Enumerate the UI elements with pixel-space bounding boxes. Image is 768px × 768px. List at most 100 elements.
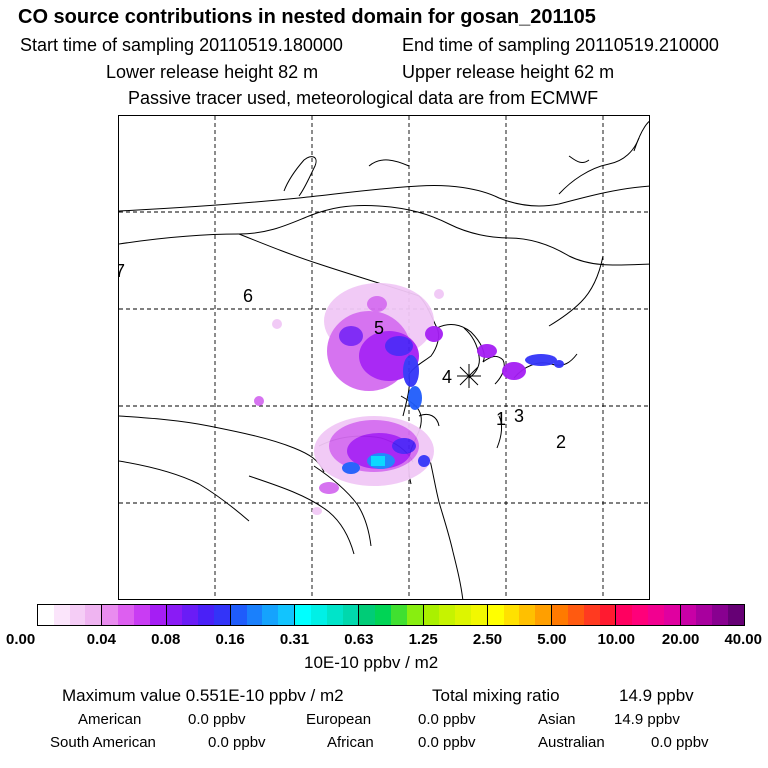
- colorbar-swatch: [326, 605, 343, 625]
- colorbar-segment: [166, 605, 231, 625]
- region-name-african: African: [327, 734, 374, 751]
- colorbar-tick-label: 40.00: [724, 631, 762, 648]
- region-value-european: 0.0 ppbv: [418, 711, 476, 728]
- colorbar-tick-label: 0.31: [279, 631, 310, 648]
- colorbar-swatch: [182, 605, 199, 625]
- colorbar-swatch: [519, 605, 536, 625]
- colorbar-swatch: [230, 605, 247, 625]
- colorbar-segment: [38, 605, 103, 625]
- region-label-5: 5: [374, 318, 385, 338]
- lower-release-text: Lower release height 82 m: [106, 62, 319, 82]
- region-value-australian: 0.0 ppbv: [651, 734, 709, 751]
- colorbar-swatch: [439, 605, 456, 625]
- colorbar-segment: [552, 605, 617, 625]
- colorbar-tick-label: 2.50: [472, 631, 503, 648]
- map-panel: 1 2 3 4 5 6 7: [118, 115, 650, 600]
- region-label-4: 4: [442, 367, 453, 387]
- tracer-note-text: Passive tracer used, meteorological data…: [128, 88, 599, 108]
- colorbar-swatch: [487, 605, 504, 625]
- colorbar-swatch: [663, 605, 680, 625]
- max-value-text: Maximum value 0.551E-10 ppbv / m2: [62, 686, 344, 705]
- colorbar-swatch: [712, 605, 729, 625]
- colorbar-swatch: [728, 605, 744, 625]
- upper-release-text: Upper release height 62 m: [402, 62, 615, 82]
- colorbar-swatch: [680, 605, 697, 625]
- colorbar-swatch: [616, 605, 633, 625]
- colorbar-swatch: [632, 605, 649, 625]
- region-name-european: European: [306, 711, 372, 728]
- colorbar-swatch: [535, 605, 552, 625]
- colorbar-swatch: [552, 605, 568, 625]
- map-canvas: [119, 116, 649, 599]
- colorbar-swatch: [696, 605, 713, 625]
- region-value-american: 0.0 ppbv: [188, 711, 246, 728]
- total-mixing-label: Total mixing ratio: [432, 686, 560, 705]
- colorbar-tick-label: 0.08: [151, 631, 181, 648]
- colorbar-segment: [616, 605, 681, 625]
- colorbar-swatch: [583, 605, 600, 625]
- colorbar-segment: [487, 605, 553, 625]
- colorbar-swatch: [342, 605, 359, 625]
- colorbar-swatch: [53, 605, 70, 625]
- region-name-south-american: South American: [50, 734, 156, 751]
- colorbar-swatch: [375, 605, 391, 625]
- colorbar-swatch: [455, 605, 472, 625]
- region-value-south-american: 0.0 ppbv: [208, 734, 266, 751]
- colorbar: [37, 604, 745, 626]
- colorbar-tick-label: 0.00: [6, 631, 36, 648]
- region-value-asian: 14.9 ppbv: [614, 711, 680, 728]
- region-label-3: 3: [514, 406, 525, 426]
- colorbar-swatch: [85, 605, 102, 625]
- colorbar-swatch: [102, 605, 119, 625]
- colorbar-swatch: [38, 605, 54, 625]
- region-value-african: 0.0 ppbv: [418, 734, 476, 751]
- colorbar-swatch: [390, 605, 407, 625]
- colorbar-tick-label: 0.16: [215, 631, 245, 648]
- colorbar-swatch: [118, 605, 134, 625]
- colorbar-segment: [423, 605, 488, 625]
- colorbar-tick-label: 0.04: [86, 631, 116, 648]
- colorbar-segment: [102, 605, 167, 625]
- colorbar-swatch: [149, 605, 166, 625]
- region-name-american: American: [78, 711, 142, 728]
- region-name-australian: Australian: [538, 734, 605, 751]
- colorbar-segment: [359, 605, 424, 625]
- colorbar-tick-label: 1.25: [408, 631, 438, 648]
- page-title: CO source contributions in nested domain…: [18, 6, 596, 28]
- colorbar-segment: [680, 605, 744, 625]
- colorbar-swatch: [69, 605, 86, 625]
- colorbar-tick-label: 20.00: [661, 631, 700, 648]
- colorbar-tick-label: 0.63: [344, 631, 374, 648]
- colorbar-swatch: [198, 605, 214, 625]
- start-time-text: Start time of sampling 20110519.180000: [20, 35, 343, 55]
- region-name-asian: Asian: [538, 711, 576, 728]
- colorbar-swatch: [471, 605, 487, 625]
- colorbar-swatch: [278, 605, 295, 625]
- receptor-marker: [457, 364, 481, 388]
- total-mixing-value: 14.9 ppbv: [619, 686, 694, 705]
- concentration-field: [254, 283, 564, 515]
- colorbar-swatch: [406, 605, 423, 625]
- colorbar-tick-label: 5.00: [537, 631, 567, 648]
- colorbar-segment: [230, 605, 296, 625]
- end-time-text: End time of sampling 20110519.210000: [402, 35, 719, 55]
- region-label-1: 1: [496, 409, 507, 429]
- region-label-7: 7: [119, 261, 125, 282]
- colorbar-swatch: [503, 605, 520, 625]
- colorbar-swatch: [567, 605, 584, 625]
- colorbar-swatch: [310, 605, 327, 625]
- colorbar-swatch: [295, 605, 311, 625]
- colorbar-units: 10E-10 ppbv / m2: [304, 653, 439, 672]
- colorbar-swatch: [599, 605, 616, 625]
- colorbar-tick-label: 10.00: [597, 631, 636, 648]
- colorbar-swatch: [213, 605, 230, 625]
- colorbar-swatch: [359, 605, 376, 625]
- colorbar-swatch: [133, 605, 150, 625]
- colorbar-segment: [295, 605, 360, 625]
- region-label-2: 2: [556, 432, 567, 452]
- colorbar-swatch: [648, 605, 664, 625]
- region-label-6: 6: [243, 286, 254, 306]
- colorbar-swatch: [262, 605, 279, 625]
- colorbar-swatch: [423, 605, 440, 625]
- colorbar-swatch: [246, 605, 263, 625]
